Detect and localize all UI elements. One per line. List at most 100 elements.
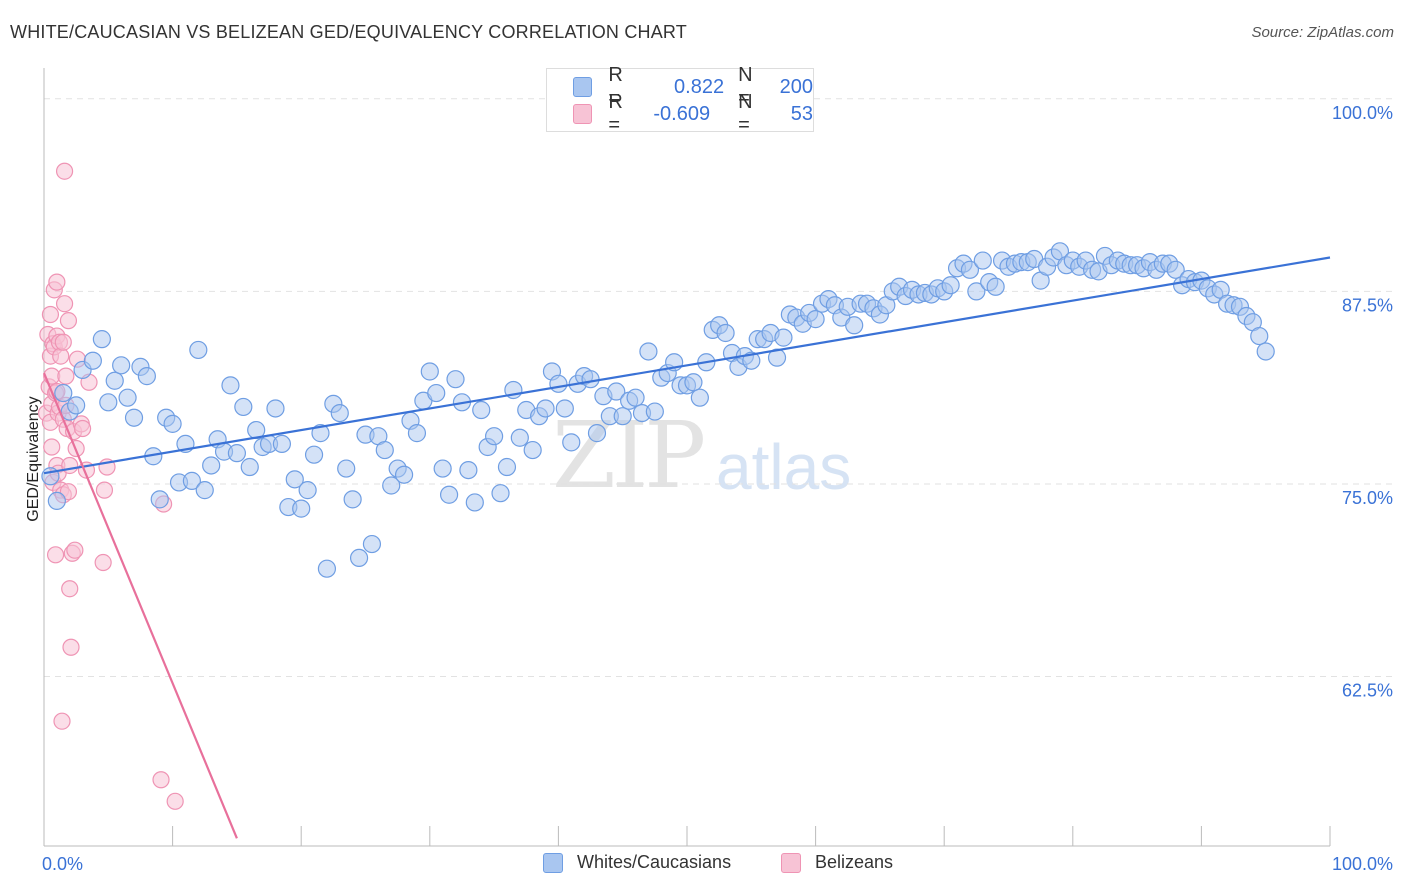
white-point xyxy=(124,408,144,427)
white-point xyxy=(375,440,394,460)
white-point xyxy=(472,400,491,420)
white-point xyxy=(555,399,574,418)
white-point xyxy=(497,457,517,477)
white-point xyxy=(941,276,960,295)
white-point xyxy=(1166,260,1185,279)
white-point xyxy=(137,367,156,386)
white-point xyxy=(182,471,201,490)
belizean-point xyxy=(62,638,80,656)
legend: R = 0.822 N = 200 R = -0.609 N = 53 xyxy=(546,64,814,136)
y-tick-label: 87.5% xyxy=(1342,295,1393,315)
white-point xyxy=(607,382,626,401)
belizean-point xyxy=(66,541,84,559)
white-point xyxy=(973,251,992,270)
belizean-point xyxy=(59,312,78,330)
white-point xyxy=(99,393,118,412)
white-point xyxy=(67,396,86,415)
white-point xyxy=(337,459,356,478)
white-point xyxy=(439,485,459,504)
white-point xyxy=(1250,326,1269,346)
white-point xyxy=(266,399,285,418)
legend-r-value: 0.822 xyxy=(674,75,725,98)
white-point xyxy=(446,370,465,389)
trend-lines xyxy=(42,256,1331,839)
legend-row-whites: R = 0.822 N = 200 xyxy=(573,64,813,109)
white-point xyxy=(716,323,735,343)
y-axis-label: GED/Equivalency xyxy=(25,396,42,522)
belizean-point xyxy=(54,333,72,351)
x-tick-label: 0.0% xyxy=(42,854,83,874)
belizean-point xyxy=(152,771,170,789)
tick-labels: 62.5% 75.0% 87.5% 100.0% 0.0% 100.0% xyxy=(42,103,1393,874)
legend-r-label: R = xyxy=(608,64,623,109)
white-point xyxy=(227,444,246,463)
white-trend-line xyxy=(43,256,1331,475)
belizean-point xyxy=(52,347,70,365)
belizean-point xyxy=(166,792,184,810)
white-point xyxy=(150,490,169,509)
source-credit: Source: ZipAtlas.com xyxy=(1251,24,1394,41)
white-point xyxy=(690,388,709,407)
belizean-point xyxy=(55,295,74,313)
y-tick-label: 62.5% xyxy=(1342,681,1393,701)
white-point xyxy=(54,383,73,403)
white-point xyxy=(427,383,446,403)
white-point xyxy=(407,424,427,443)
belizean-points xyxy=(37,162,184,810)
belizean-point xyxy=(46,546,65,564)
white-point xyxy=(806,310,825,329)
white-point xyxy=(221,376,240,395)
belizean-point xyxy=(48,273,66,291)
legend-n-label: N = xyxy=(738,64,753,109)
white-point xyxy=(491,484,510,503)
white-point xyxy=(112,356,131,375)
white-point xyxy=(382,476,401,495)
legend-swatch-blue xyxy=(573,77,593,97)
white-point xyxy=(362,534,382,554)
belizean-point xyxy=(73,419,92,438)
x-tick-label: 100.0% xyxy=(1332,854,1393,874)
white-point xyxy=(433,459,452,478)
white-point xyxy=(317,559,337,578)
white-point xyxy=(845,316,864,335)
belizean-point xyxy=(61,456,79,475)
belizean-trend-line xyxy=(42,372,238,839)
legend-r-label: R = xyxy=(608,91,623,136)
white-point xyxy=(420,362,439,381)
belizean-point xyxy=(41,305,60,324)
belizean-point xyxy=(94,553,112,572)
white-point xyxy=(92,330,111,349)
white-point xyxy=(311,424,330,443)
axes xyxy=(43,68,1331,847)
white-point xyxy=(343,490,362,509)
belizean-point xyxy=(53,712,71,730)
white-point xyxy=(967,282,986,301)
white-point xyxy=(394,465,414,484)
white-point xyxy=(581,370,600,389)
y-tick-label: 75.0% xyxy=(1342,488,1393,508)
white-point xyxy=(118,388,137,407)
white-point xyxy=(742,351,761,370)
white-point xyxy=(986,277,1005,296)
white-point xyxy=(613,407,632,426)
white-point xyxy=(639,342,658,361)
white-point xyxy=(626,388,645,407)
white-point xyxy=(459,460,478,480)
white-point xyxy=(684,373,703,392)
chart-title: WHITE/CAUCASIAN VS BELIZEAN GED/EQUIVALE… xyxy=(10,22,687,42)
belizean-point xyxy=(61,580,79,598)
watermark-atlas: atlas xyxy=(716,431,852,503)
white-point xyxy=(202,456,221,475)
legend-n-value: 200 xyxy=(779,75,813,98)
white-point xyxy=(272,434,292,454)
white-point xyxy=(774,328,793,347)
white-point xyxy=(163,414,182,433)
series-legend-belizeans: Belizeans xyxy=(781,852,893,873)
white-point xyxy=(234,397,253,417)
series-swatch-blue xyxy=(543,852,563,873)
legend-row-belizeans: R = -0.609 N = 53 xyxy=(573,91,813,136)
series-swatch-pink xyxy=(781,852,801,873)
white-point xyxy=(523,440,542,460)
white-point xyxy=(105,371,124,390)
belizean-point xyxy=(55,162,74,180)
